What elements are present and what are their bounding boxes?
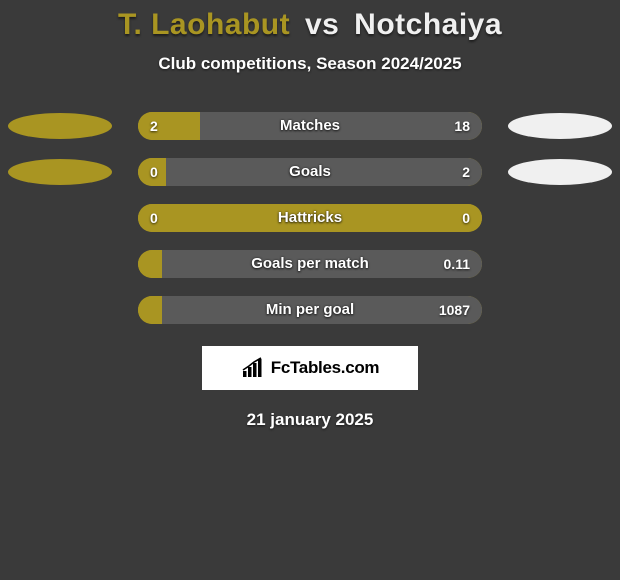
player2-badge <box>508 113 612 139</box>
stat-row: 1087Min per goal <box>0 296 620 324</box>
stat-label: Min per goal <box>138 296 482 324</box>
stat-bar: 0.11Goals per match <box>138 250 482 278</box>
brand-box: FcTables.com <box>202 346 418 390</box>
stat-bar: 02Goals <box>138 158 482 186</box>
stat-label: Hattricks <box>138 204 482 232</box>
stat-bar: 00Hattricks <box>138 204 482 232</box>
stat-row: 218Matches <box>0 112 620 140</box>
player2-name: Notchaiya <box>354 8 502 41</box>
stat-rows: 218Matches 02Goals 00Hattricks 0.11Goals pe… <box>0 112 620 324</box>
date-text: 21 january 2025 <box>0 410 620 430</box>
stat-bar: 1087Min per goal <box>138 296 482 324</box>
stat-label: Goals <box>138 158 482 186</box>
player2-badge <box>508 159 612 185</box>
player1-badge <box>8 159 112 185</box>
stat-row: 02Goals <box>0 158 620 186</box>
stat-label: Goals per match <box>138 250 482 278</box>
player1-name: T. Laohabut <box>118 8 290 41</box>
stat-bar: 218Matches <box>138 112 482 140</box>
chart-icon <box>241 357 267 379</box>
stat-row: 0.11Goals per match <box>0 250 620 278</box>
comparison-infographic: T. Laohabut vs Notchaiya Club competitio… <box>0 0 620 430</box>
brand-text: FcTables.com <box>271 358 380 378</box>
vs-separator: vs <box>305 8 339 41</box>
player1-badge <box>8 113 112 139</box>
stat-label: Matches <box>138 112 482 140</box>
stat-row: 00Hattricks <box>0 204 620 232</box>
subtitle: Club competitions, Season 2024/2025 <box>0 54 620 74</box>
page-title: T. Laohabut vs Notchaiya <box>0 8 620 42</box>
